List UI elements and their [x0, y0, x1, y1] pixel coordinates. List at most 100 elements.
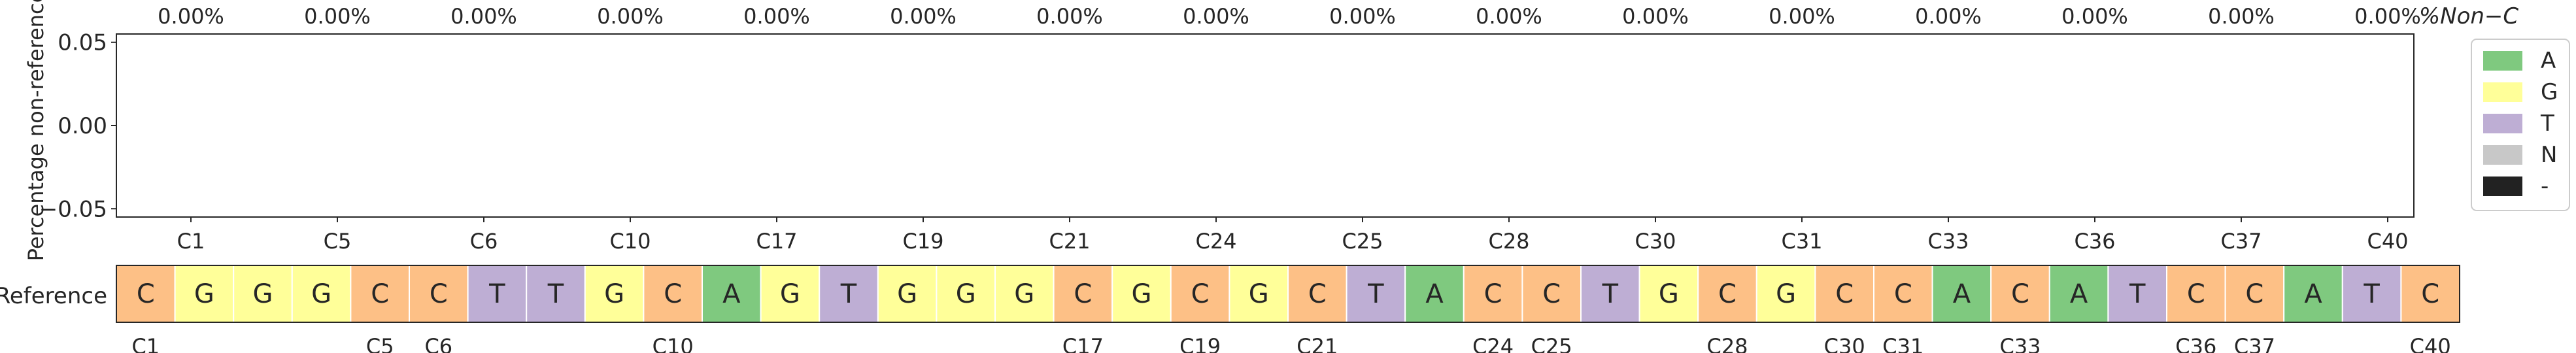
position-label: C36	[2175, 334, 2216, 353]
legend-swatch	[2483, 145, 2522, 165]
base-cell	[2400, 265, 2460, 323]
position-label: C5	[366, 334, 394, 353]
position-label: C37	[2234, 334, 2275, 353]
y-tick-label: 0.05	[58, 30, 107, 56]
base-cell	[1931, 265, 1992, 323]
x-tick-label: C25	[1342, 229, 1383, 254]
base-cell	[174, 265, 235, 323]
base-letter: G	[1659, 279, 1679, 309]
x-tick-label: C30	[1635, 229, 1676, 254]
x-tick-label: C24	[1195, 229, 1236, 254]
legend-label: T	[2540, 110, 2554, 137]
base-letter: C	[1542, 279, 1561, 309]
bar-value-label: 0.00%	[2061, 4, 2128, 29]
position-label: C6	[424, 334, 452, 353]
x-tick-label: C36	[2074, 229, 2115, 254]
legend-label: A	[2541, 48, 2556, 74]
base-letter: C	[1484, 279, 1502, 309]
base-letter: C	[371, 279, 389, 309]
base-cell	[1404, 265, 1465, 323]
x-tick-label: C40	[2367, 229, 2408, 254]
bar-value-label: 0.00%	[2208, 4, 2275, 29]
base-letter: T	[840, 279, 857, 309]
plot-frame	[116, 33, 2415, 218]
y-tick-label: 0.00	[58, 113, 107, 139]
base-letter: C	[137, 279, 155, 309]
legend-label: N	[2541, 142, 2557, 168]
base-letter: C	[2011, 279, 2029, 309]
bar-value-label: 0.00%	[2354, 4, 2421, 29]
percent-annotation: %Non−C	[2419, 3, 2519, 29]
base-letter: A	[2304, 279, 2322, 309]
position-label: C17	[1062, 334, 1104, 353]
bar-value-label: 0.00%	[158, 4, 224, 29]
base-letter: G	[1014, 279, 1034, 309]
base-letter: G	[1776, 279, 1796, 309]
base-letter: T	[1367, 279, 1384, 309]
bar-value-label: 0.00%	[1183, 4, 1249, 29]
legend-label: G	[2541, 79, 2558, 105]
base-letter: T	[2363, 279, 2380, 309]
base-cell	[643, 265, 703, 323]
base-letter: A	[2070, 279, 2088, 309]
bar-value-label: 0.00%	[743, 4, 810, 29]
base-letter: G	[1249, 279, 1269, 309]
x-tick-label: C17	[756, 229, 797, 254]
base-letter: G	[897, 279, 917, 309]
base-letter: C	[1894, 279, 1912, 309]
position-label: C24	[1472, 334, 1514, 353]
base-cell	[2283, 265, 2343, 323]
legend-swatch	[2483, 82, 2522, 102]
base-cell	[2224, 265, 2285, 323]
x-tick-label: C19	[902, 229, 943, 254]
y-tick-label: −0.05	[39, 196, 107, 222]
base-letter: T	[2129, 279, 2146, 309]
bar-value-label: 0.00%	[1036, 4, 1103, 29]
reference-label: Reference	[0, 283, 107, 309]
x-tick-label: C31	[1781, 229, 1822, 254]
base-letter: C	[1835, 279, 1854, 309]
base-cell	[350, 265, 411, 323]
base-letter: C	[1191, 279, 1210, 309]
x-tick-label: C28	[1488, 229, 1529, 254]
base-letter: C	[2187, 279, 2205, 309]
base-letter: C	[430, 279, 448, 309]
bar-value-label: 0.00%	[597, 4, 664, 29]
x-tick-label: C1	[177, 229, 205, 254]
base-letter: T	[1602, 279, 1619, 309]
base-cell	[2048, 265, 2109, 323]
x-tick-label: C5	[324, 229, 352, 254]
x-tick-label: C21	[1049, 229, 1090, 254]
position-label: C19	[1179, 334, 1221, 353]
base-cell	[1638, 265, 1699, 323]
x-tick-label: C6	[470, 229, 498, 254]
base-cell	[526, 265, 586, 323]
legend-swatch	[2483, 51, 2522, 71]
base-letter: G	[1132, 279, 1152, 309]
base-cell	[1229, 265, 1289, 323]
base-letter: G	[956, 279, 976, 309]
base-letter: C	[664, 279, 682, 309]
base-letter: G	[780, 279, 800, 309]
base-letter: A	[1953, 279, 1971, 309]
base-letter: T	[547, 279, 564, 309]
base-cell	[2107, 265, 2167, 323]
bar-value-label: 0.00%	[1329, 4, 1396, 29]
base-letter: T	[488, 279, 505, 309]
base-letter: A	[1425, 279, 1444, 309]
legend-swatch	[2483, 114, 2522, 133]
position-label: C30	[1824, 334, 1865, 353]
top-panel: −0.05 0.00 0.05 Percentage non-reference C1 0…	[24, 0, 2518, 261]
base-cell	[467, 265, 528, 323]
bar-value-label: 0.00%	[1622, 4, 1689, 29]
base-cell	[233, 265, 293, 323]
x-tick-label: C37	[2220, 229, 2262, 254]
base-letter: A	[722, 279, 741, 309]
base-letter: G	[194, 279, 214, 309]
legend-label: -	[2541, 173, 2549, 199]
y-axis-label: Percentage non-reference	[24, 0, 48, 261]
bar-value-label: 0.00%	[304, 4, 371, 29]
legend-swatch	[2483, 176, 2522, 196]
base-letter: G	[253, 279, 273, 309]
